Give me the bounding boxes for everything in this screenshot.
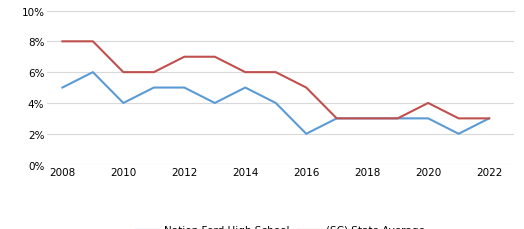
(SC) State Average [90,41,96,44]
(SC) State Average [455,117,462,120]
(SC) State Average [486,117,492,120]
Line: (SC) State Average: (SC) State Average [62,42,489,119]
(SC) State Average [120,71,126,74]
Nation Ford High School [272,102,279,105]
Nation Ford High School [334,117,340,120]
Nation Ford High School [212,102,218,105]
Nation Ford High School [59,87,66,90]
Nation Ford High School [395,117,401,120]
(SC) State Average [425,102,431,105]
Line: Nation Ford High School: Nation Ford High School [62,73,489,134]
(SC) State Average [303,87,309,90]
(SC) State Average [334,117,340,120]
Nation Ford High School [181,87,188,90]
Nation Ford High School [242,87,248,90]
Nation Ford High School [303,133,309,136]
(SC) State Average [181,56,188,59]
Nation Ford High School [455,133,462,136]
(SC) State Average [212,56,218,59]
Nation Ford High School [364,117,370,120]
Nation Ford High School [486,117,492,120]
Nation Ford High School [120,102,126,105]
Nation Ford High School [90,71,96,74]
Legend: Nation Ford High School, (SC) State Average: Nation Ford High School, (SC) State Aver… [132,221,429,229]
Nation Ford High School [425,117,431,120]
(SC) State Average [395,117,401,120]
(SC) State Average [272,71,279,74]
(SC) State Average [364,117,370,120]
Nation Ford High School [151,87,157,90]
(SC) State Average [242,71,248,74]
(SC) State Average [151,71,157,74]
(SC) State Average [59,41,66,44]
